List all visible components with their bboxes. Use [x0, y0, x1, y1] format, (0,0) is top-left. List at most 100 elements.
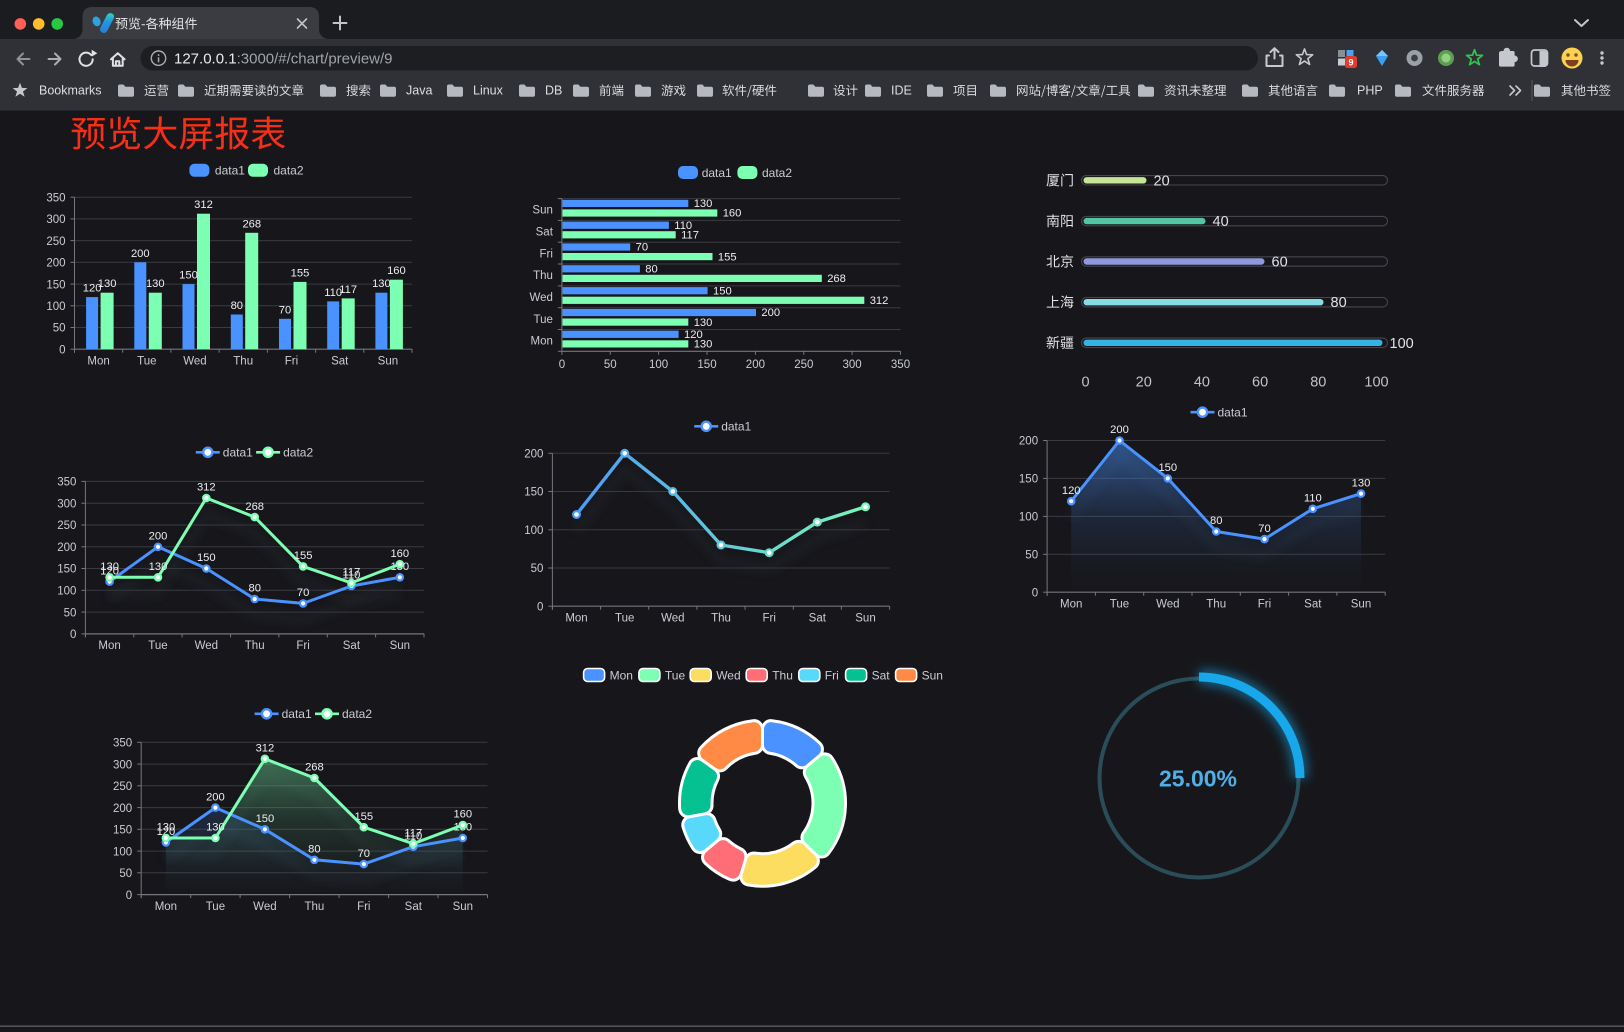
svg-text:Sun: Sun [453, 901, 473, 913]
svg-text:70: 70 [636, 242, 648, 254]
svg-text:Sun: Sun [532, 205, 552, 217]
svg-text:50: 50 [64, 607, 77, 619]
svg-text:Fri: Fri [357, 901, 370, 913]
svg-text:50: 50 [531, 563, 544, 575]
svg-text:300: 300 [46, 214, 65, 226]
svg-text:Thu: Thu [711, 612, 731, 624]
svg-text:350: 350 [891, 359, 910, 371]
svg-text:117: 117 [339, 284, 357, 296]
svg-text:data1: data1 [702, 166, 732, 180]
svg-text:data2: data2 [274, 164, 304, 178]
svg-text:data1: data1 [282, 707, 312, 721]
svg-text:120: 120 [1062, 485, 1081, 497]
svg-text:Mon: Mon [610, 668, 633, 682]
svg-text:150: 150 [179, 270, 198, 282]
svg-text:117: 117 [404, 827, 422, 839]
svg-text:312: 312 [194, 199, 213, 211]
svg-text:80: 80 [231, 300, 243, 312]
svg-text:70: 70 [1258, 523, 1270, 535]
svg-text:Tue: Tue [206, 901, 225, 913]
svg-text:350: 350 [46, 192, 65, 204]
svg-text:Mon: Mon [155, 901, 177, 913]
svg-text:200: 200 [206, 791, 225, 803]
svg-text:150: 150 [713, 285, 732, 297]
svg-text:80: 80 [645, 264, 657, 276]
svg-text:200: 200 [746, 359, 765, 371]
svg-text:Java: Java [406, 84, 432, 98]
svg-text:Wed: Wed [716, 668, 740, 682]
svg-text:Thu: Thu [304, 901, 324, 913]
svg-text:350: 350 [113, 738, 132, 750]
svg-text:Wed: Wed [195, 640, 218, 652]
svg-text:Bookmarks: Bookmarks [39, 84, 102, 98]
svg-text:Sun: Sun [390, 640, 410, 652]
svg-text:data2: data2 [762, 166, 792, 180]
svg-text:100: 100 [524, 525, 543, 537]
svg-text:Wed: Wed [1156, 598, 1179, 610]
svg-text:data2: data2 [342, 707, 372, 721]
svg-text:0: 0 [126, 890, 132, 902]
svg-text:Fri: Fri [296, 640, 309, 652]
svg-text:50: 50 [1025, 550, 1038, 562]
svg-text:0: 0 [70, 629, 76, 641]
svg-text:Fri: Fri [762, 612, 775, 624]
svg-text:Fri: Fri [825, 668, 839, 682]
svg-text:200: 200 [113, 803, 132, 815]
svg-text:60: 60 [1252, 375, 1268, 391]
svg-text:130: 130 [694, 339, 713, 351]
svg-text:100: 100 [1390, 336, 1414, 352]
svg-text:Thu: Thu [233, 355, 253, 367]
svg-text:155: 155 [354, 811, 373, 823]
svg-text:DB: DB [545, 84, 562, 98]
svg-text:300: 300 [57, 498, 76, 510]
svg-text:127.0.0.1: 127.0.0.1 [174, 50, 237, 67]
svg-text:Thu: Thu [1206, 598, 1226, 610]
svg-text:155: 155 [291, 267, 310, 279]
svg-text:Sun: Sun [1351, 598, 1371, 610]
svg-text:Tue: Tue [1110, 598, 1129, 610]
svg-text::3000/#/chart/preview/9: :3000/#/chart/preview/9 [237, 50, 393, 67]
svg-text:Tue: Tue [665, 668, 686, 682]
svg-text:200: 200 [761, 307, 780, 319]
svg-text:130: 130 [149, 561, 168, 573]
svg-text:300: 300 [843, 359, 862, 371]
svg-text:25.00%: 25.00% [1159, 766, 1237, 792]
svg-text:data1: data1 [223, 446, 253, 460]
svg-text:120: 120 [684, 329, 703, 341]
svg-text:Sat: Sat [405, 901, 423, 913]
svg-text:100: 100 [1019, 512, 1038, 524]
svg-text:PHP: PHP [1357, 84, 1383, 98]
svg-text:Sat: Sat [1304, 598, 1322, 610]
svg-text:150: 150 [1158, 462, 1177, 474]
svg-text:70: 70 [279, 304, 291, 316]
svg-text:130: 130 [206, 822, 225, 834]
svg-text:350: 350 [57, 477, 76, 489]
svg-text:250: 250 [794, 359, 813, 371]
svg-text:160: 160 [453, 809, 472, 821]
svg-text:268: 268 [305, 762, 324, 774]
svg-text:Sat: Sat [536, 227, 554, 239]
svg-text:40: 40 [1213, 214, 1229, 230]
svg-text:Thu: Thu [772, 668, 793, 682]
svg-text:110: 110 [674, 220, 692, 232]
svg-text:70: 70 [358, 848, 370, 860]
svg-text:data1: data1 [1218, 406, 1248, 420]
svg-text:Fri: Fri [285, 355, 298, 367]
svg-text:Thu: Thu [533, 270, 553, 282]
svg-text:Tue: Tue [534, 314, 553, 326]
svg-text:150: 150 [1019, 474, 1038, 486]
svg-text:Wed: Wed [661, 612, 684, 624]
svg-text:Mon: Mon [87, 355, 109, 367]
svg-text:130: 130 [1352, 477, 1371, 489]
svg-text:200: 200 [149, 531, 168, 543]
svg-text:Fri: Fri [539, 248, 552, 260]
svg-text:0: 0 [1081, 375, 1089, 391]
svg-text:200: 200 [524, 449, 543, 461]
svg-text:312: 312 [256, 743, 275, 755]
svg-text:130: 130 [146, 278, 165, 290]
svg-text:250: 250 [46, 236, 65, 248]
svg-text:150: 150 [256, 813, 275, 825]
svg-text:120: 120 [100, 565, 119, 577]
svg-text:0: 0 [1032, 587, 1038, 599]
svg-text:130: 130 [694, 198, 713, 210]
